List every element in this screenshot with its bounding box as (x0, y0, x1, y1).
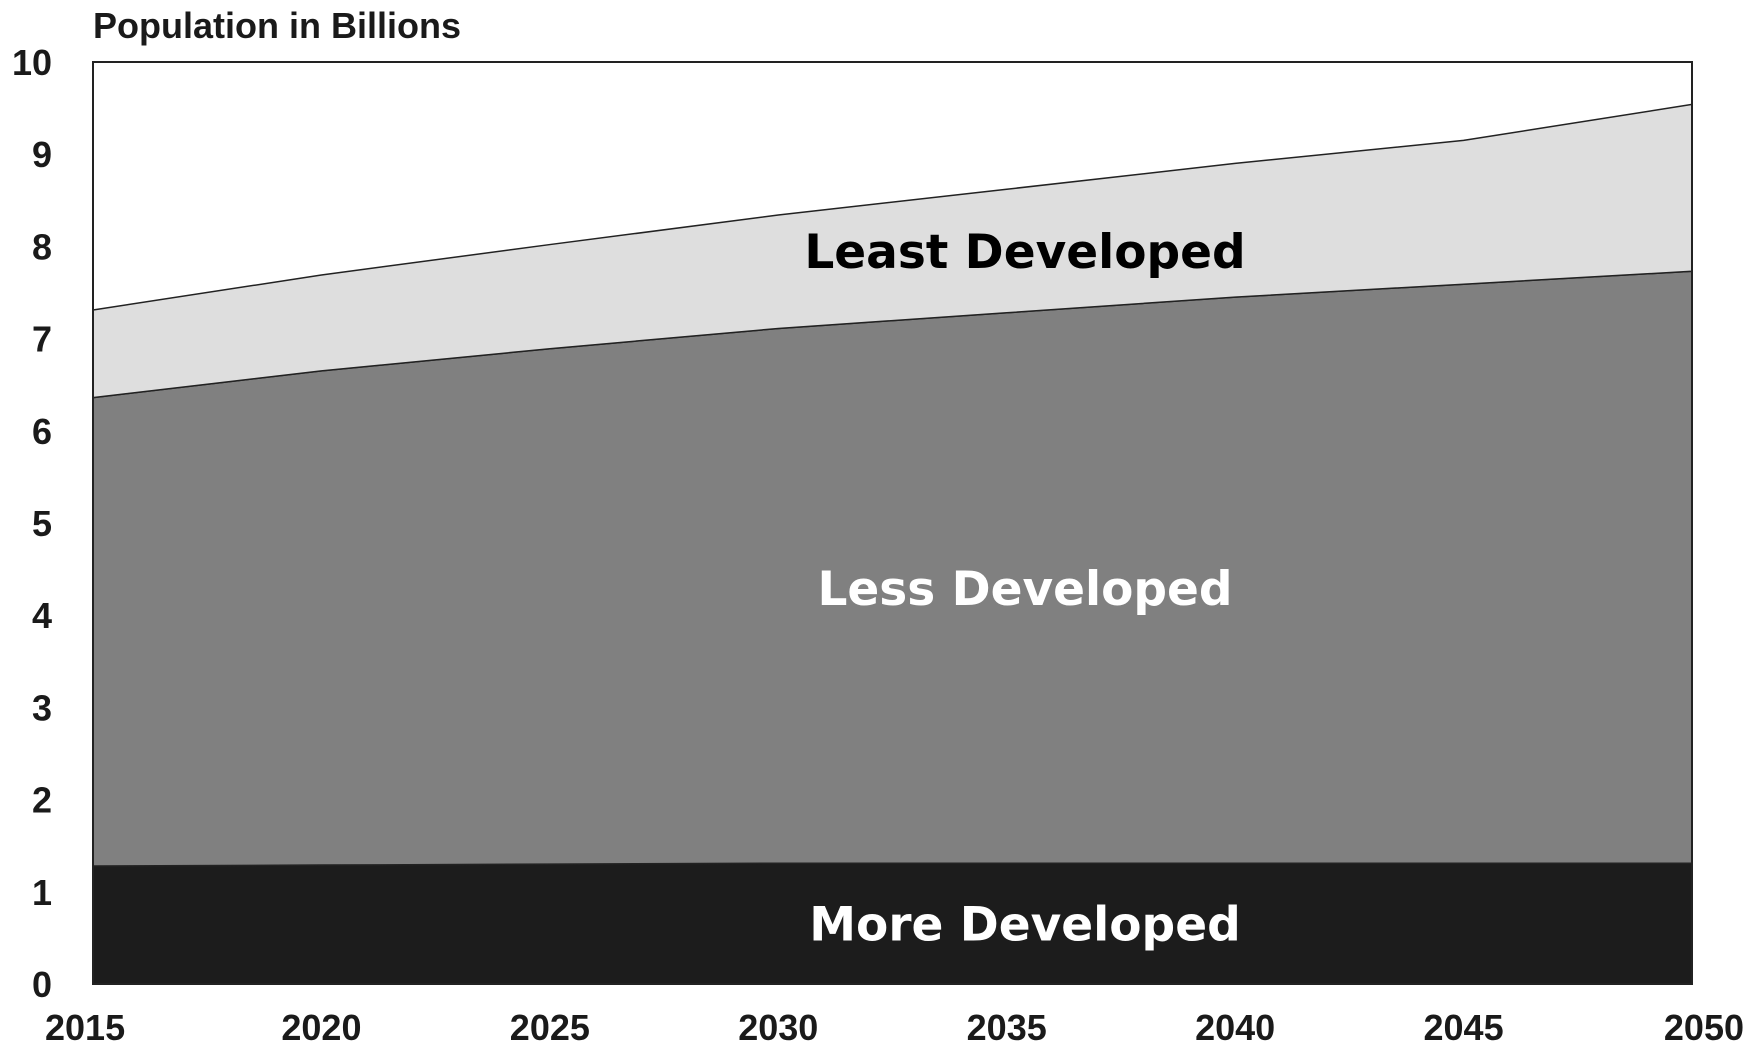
y-tick-label: 4 (32, 595, 52, 636)
plot-frame (92, 61, 1693, 985)
x-tick-label: 2025 (510, 1007, 590, 1048)
x-tick-label: 2050 (1664, 1007, 1744, 1048)
area-label-more-developed: More Developed (809, 898, 1240, 953)
y-axis-ticks: 0 1 2 3 4 5 6 7 8 9 10 (12, 42, 52, 1005)
x-tick-label: 2035 (967, 1007, 1047, 1048)
y-tick-label: 5 (32, 503, 52, 544)
y-tick-label: 3 (32, 687, 52, 728)
area-layers (92, 103, 1693, 985)
x-tick-label: 2045 (1424, 1007, 1504, 1048)
y-tick-label: 0 (32, 964, 52, 1005)
y-tick-label: 7 (32, 319, 52, 360)
y-tick-label: 10 (12, 42, 52, 83)
area-label-less-developed: Less Developed (817, 562, 1232, 617)
x-tick-label: 2030 (738, 1007, 818, 1048)
x-tick-label: 2020 (281, 1007, 361, 1048)
x-tick-label: 2015 (45, 1007, 125, 1048)
y-axis-title: Population in Billions (93, 5, 461, 46)
x-tick-label: 2040 (1195, 1007, 1275, 1048)
y-tick-label: 6 (32, 411, 52, 452)
area-label-least-developed: Least Developed (804, 225, 1245, 280)
y-tick-label: 8 (32, 226, 52, 267)
y-tick-label: 1 (32, 872, 52, 913)
y-tick-label: 9 (32, 134, 52, 175)
area-labels: More Developed Less Developed Least Develo… (804, 225, 1245, 953)
x-axis-ticks: 2015 2020 2025 2030 2035 2040 2045 2050 (45, 1007, 1744, 1048)
y-tick-label: 2 (32, 780, 52, 821)
